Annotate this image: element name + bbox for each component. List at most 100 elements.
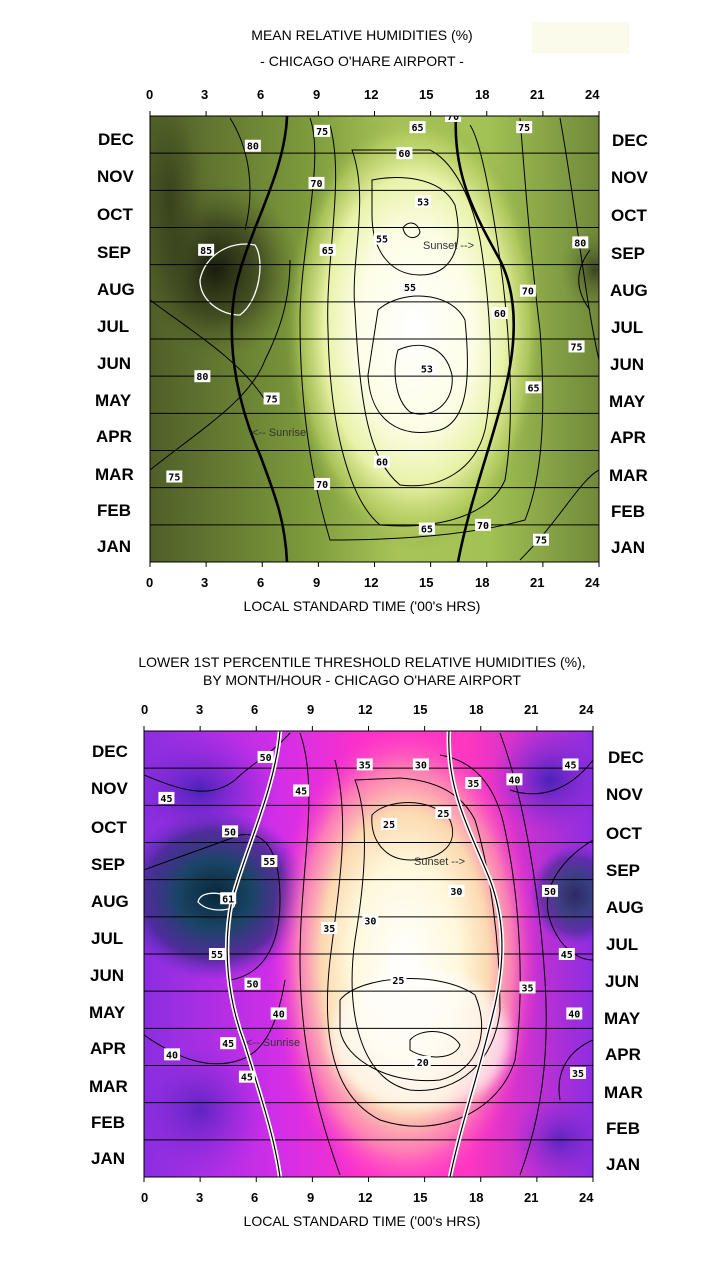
contour-label-bg <box>238 1070 255 1083</box>
chart1-ytick-left: DEC <box>98 130 134 149</box>
chart1-ytick-left: NOV <box>97 167 134 186</box>
chart1-gridlines <box>150 152 599 526</box>
contour-label-text: 80 <box>574 238 586 249</box>
chart1-ytick-left: JAN <box>97 537 132 556</box>
chart1-ytick-left: OCT <box>97 205 133 224</box>
chart2-ytick-right: JUL <box>606 935 639 954</box>
contour-label-text: 45 <box>222 1039 234 1050</box>
contour-value-label: 60 <box>373 455 390 469</box>
contour-label-bg <box>270 1007 287 1020</box>
chart2-ytick-right: MAR <box>604 1083 643 1102</box>
contour-value-label: 75 <box>516 121 533 134</box>
chart2-xtick-top: 0 <box>141 702 149 717</box>
chart1-ytick-right: JAN <box>611 538 646 557</box>
contour-label-text: 35 <box>467 779 479 790</box>
chart1-xlabel: LOCAL STANDARD TIME ('00's HRS) <box>243 598 481 614</box>
chart1-ytick-right: AUG <box>610 281 648 300</box>
contour-label-bg <box>244 977 261 990</box>
contour-value-label: 45 <box>238 1070 255 1084</box>
contour-line <box>394 344 453 415</box>
contour-value-label: 25 <box>435 806 452 820</box>
chart1-sunrise-curve <box>230 116 289 562</box>
contour-value-label: 55 <box>402 280 419 294</box>
contour-value-label: 30 <box>362 914 379 928</box>
chart2-xtick-bottom: 0 <box>141 1190 149 1205</box>
contour-line <box>351 777 501 1091</box>
chart1-xtick-top: 18 <box>475 87 490 102</box>
contour-label-bg <box>491 306 508 319</box>
contour-label-text: 70 <box>522 287 534 298</box>
contour-value-label: 70 <box>519 284 536 298</box>
contour-label-bg <box>418 362 435 375</box>
chart1-ytick-right: MAR <box>609 466 648 485</box>
contour-label-bg <box>373 455 390 468</box>
contour-label-text: 75 <box>571 342 583 353</box>
chart1-xtick-top: 15 <box>419 87 434 102</box>
contour-value-label: 60 <box>396 147 413 160</box>
contour-line <box>499 732 547 1176</box>
chart1-ytick-left: AUG <box>97 280 135 299</box>
chart1-ytick-right: MAY <box>609 392 646 411</box>
chart2-xtick-top: 3 <box>196 702 204 717</box>
contour-value-label: 45 <box>562 758 579 771</box>
contour-label-text: 61 <box>222 894 234 905</box>
chart2-xtick-bottom: 12 <box>358 1190 373 1205</box>
chart1-title: MEAN RELATIVE HUMIDITIES (%) <box>251 27 473 43</box>
chart2-ytick-left: OCT <box>91 818 127 837</box>
contour-label-text: 75 <box>266 394 278 405</box>
contour-label-text: 75 <box>316 127 328 138</box>
contour-label-bg <box>568 340 585 353</box>
contour-value-label: 35 <box>321 921 338 935</box>
contour-value-label: 55 <box>208 948 225 961</box>
chart2-xtick-bottom: 6 <box>251 1190 259 1205</box>
contour-label-text: 45 <box>561 950 573 961</box>
contour-label-text: 75 <box>535 536 547 547</box>
chart2-subtitle: BY MONTH/HOUR - CHICAGO O'HARE AIRPORT <box>203 672 521 688</box>
contour-value-label: 35 <box>356 758 373 771</box>
contour-value-label: 25 <box>381 817 398 831</box>
contour-label-bg <box>314 477 331 490</box>
contour-value-label: 45 <box>158 791 175 805</box>
chart2-ytick-left: JUN <box>90 966 125 985</box>
chart2-sunset-curve-outline <box>448 731 503 1177</box>
contour-value-label: 85 <box>198 243 215 257</box>
contour-value-label: 50 <box>244 977 261 991</box>
contour-label-bg <box>562 758 579 771</box>
contour-label-bg <box>516 121 533 134</box>
chart2-ytick-right: AUG <box>606 898 644 917</box>
contour-label-bg <box>396 147 413 160</box>
title-highlight-box <box>532 22 629 53</box>
chart1-xtick-bottom: 12 <box>364 575 379 590</box>
contour-value-label: 35 <box>570 1066 587 1080</box>
chart1-subtitle: - CHICAGO O'HARE AIRPORT - <box>260 53 464 69</box>
chart2-sunrise-annotation: <-- Sunrise <box>246 1037 300 1049</box>
contour-value-label: 50 <box>257 751 274 764</box>
contour-label-text: 80 <box>247 142 259 153</box>
chart2-sunset-annotation: Sunset --> <box>414 856 465 868</box>
chart1-xtick-bottom: 15 <box>419 575 434 590</box>
contour-label-text: 40 <box>568 1009 580 1020</box>
chart1-ytick-right: JUL <box>611 318 644 337</box>
contour-value-label: 80 <box>572 236 589 249</box>
contour-label-text: 55 <box>404 283 416 294</box>
contour-label-text: 35 <box>521 983 533 994</box>
contour-value-label: 75 <box>263 392 280 405</box>
chart1-xtick-bottom: 18 <box>475 575 490 590</box>
chart2-ytick-left: FEB <box>91 1113 125 1132</box>
chart2-ytick-left: MAY <box>89 1003 126 1022</box>
contour-value-label: 80 <box>194 370 211 383</box>
contour-value-label: 20 <box>414 1055 431 1069</box>
contour-label-bg <box>525 381 542 394</box>
contour-label-bg <box>418 522 435 535</box>
contour-label-text: 35 <box>572 1069 584 1080</box>
contour-label-text: 25 <box>437 809 449 820</box>
contour-label-text: 70 <box>447 112 459 123</box>
chart2-ytick-left: SEP <box>91 855 126 874</box>
contour-line <box>578 249 591 311</box>
chart2-plot-area: Sunset --> <-- Sunrise 50 35 30 45 40 35 45 45 2… <box>144 731 593 1177</box>
contour-value-label: 35 <box>519 981 536 994</box>
chart2-ytick-right: APR <box>605 1045 641 1064</box>
chart2-xtick-top: 12 <box>358 702 373 717</box>
chart1-xtick-bottom: 21 <box>530 575 545 590</box>
contour-label-text: 70 <box>310 179 322 190</box>
